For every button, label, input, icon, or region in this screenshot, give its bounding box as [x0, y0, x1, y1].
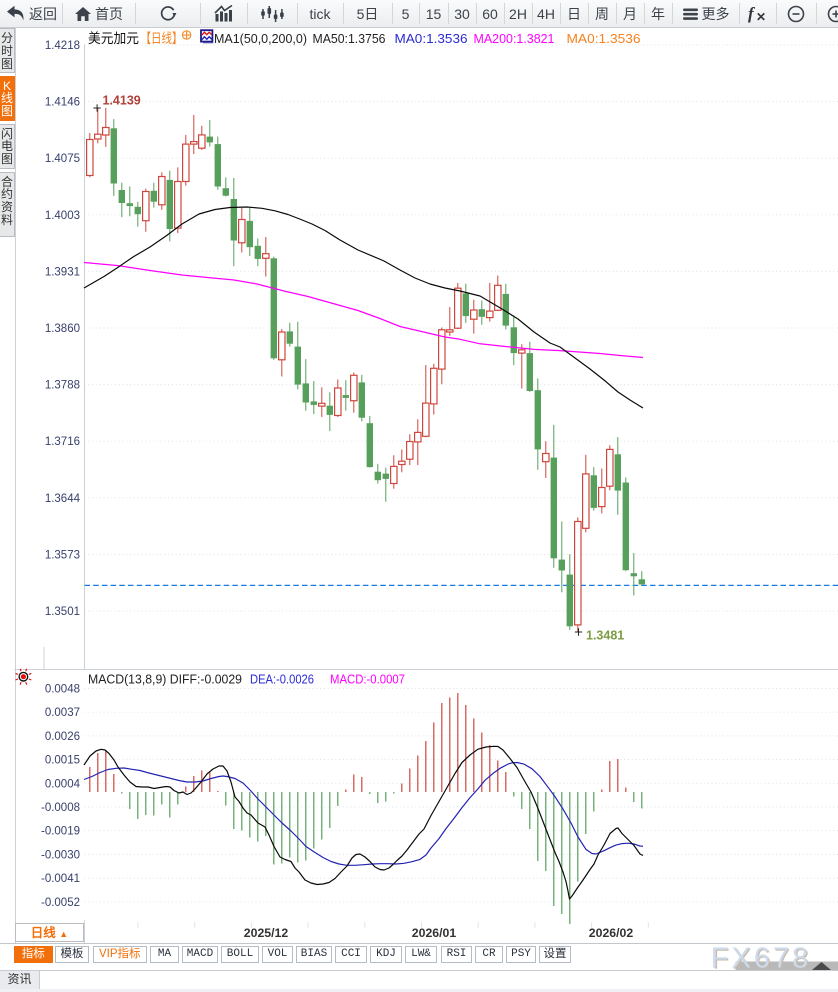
svg-text:DEA:-0.0026: DEA:-0.0026	[250, 673, 314, 687]
svg-text:美元加元: 美元加元	[88, 31, 139, 46]
svg-text:2025/12: 2025/12	[244, 926, 289, 940]
svg-text:0.0004: 0.0004	[45, 778, 81, 790]
svg-text:0.0048: 0.0048	[45, 684, 80, 696]
svg-text:-0.0041: -0.0041	[41, 873, 80, 885]
svg-text:MA1(50,0,200,0): MA1(50,0,200,0)	[214, 31, 307, 46]
svg-text:1.3931: 1.3931	[45, 266, 80, 278]
svg-text:1.4003: 1.4003	[45, 210, 80, 222]
svg-text:MA0:1.3536: MA0:1.3536	[567, 31, 641, 46]
svg-text:1.4139: 1.4139	[103, 94, 141, 108]
svg-text:-0.0008: -0.0008	[41, 802, 80, 814]
svg-text:1.3860: 1.3860	[45, 323, 80, 335]
svg-text:1.3788: 1.3788	[45, 380, 80, 392]
svg-text:【日线】: 【日线】	[141, 31, 183, 46]
svg-text:1.3716: 1.3716	[45, 436, 80, 448]
svg-text:1.4218: 1.4218	[45, 40, 80, 52]
svg-text:0.0037: 0.0037	[45, 707, 80, 719]
svg-text:0.0026: 0.0026	[45, 731, 80, 743]
svg-text:1.3573: 1.3573	[45, 549, 80, 561]
svg-text:MA200:1.3821: MA200:1.3821	[474, 31, 555, 46]
svg-text:0.0015: 0.0015	[45, 755, 80, 767]
svg-text:-0.0019: -0.0019	[41, 826, 80, 838]
svg-text:-0.0030: -0.0030	[41, 849, 80, 861]
svg-text:1.4075: 1.4075	[45, 153, 80, 165]
svg-text:MACD:-0.0007: MACD:-0.0007	[330, 673, 405, 687]
svg-text:MA0:1.3536: MA0:1.3536	[395, 31, 468, 46]
svg-text:✕: ✕	[756, 10, 766, 23]
svg-text:1.3644: 1.3644	[45, 493, 81, 505]
svg-text:f: f	[748, 5, 756, 23]
svg-text:MACD(13,8,9) DIFF:-0.0029: MACD(13,8,9) DIFF:-0.0029	[88, 673, 242, 687]
svg-text:2026/01: 2026/01	[412, 926, 457, 940]
svg-text:1.4146: 1.4146	[45, 97, 80, 109]
svg-text:1.3501: 1.3501	[45, 606, 80, 618]
svg-text:-0.0052: -0.0052	[41, 897, 80, 909]
svg-text:1.3481: 1.3481	[586, 629, 624, 643]
svg-text:2026/02: 2026/02	[589, 926, 634, 940]
svg-text:MA50:1.3756: MA50:1.3756	[313, 31, 386, 46]
